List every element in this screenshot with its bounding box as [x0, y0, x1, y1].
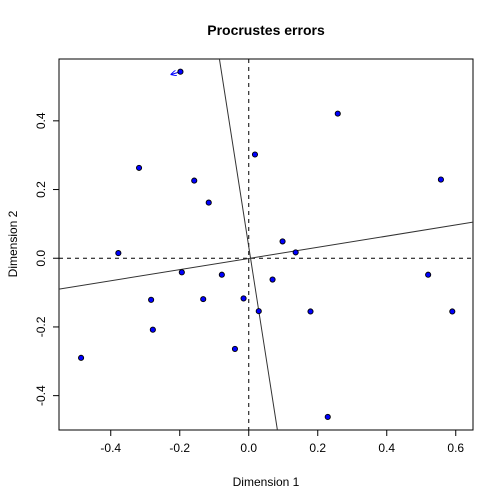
data-point-11 — [178, 269, 185, 276]
data-point-16 — [200, 296, 207, 303]
point-marker — [178, 269, 185, 276]
point-marker — [334, 110, 341, 117]
x-axis: -0.4 -0.2 0.0 0.2 0.4 0.6 — [100, 430, 464, 455]
point-marker — [324, 413, 331, 420]
point-marker — [425, 271, 432, 278]
x-axis-label: Dimension 1 — [233, 475, 300, 489]
data-point-21 — [149, 326, 156, 333]
y-axis-label: Dimension 2 — [6, 210, 20, 277]
data-point-8 — [115, 250, 122, 257]
data-point-5 — [191, 177, 198, 184]
y-tick-label: 0.2 — [34, 181, 48, 198]
point-marker — [279, 238, 286, 245]
data-point-17 — [240, 295, 247, 302]
point-marker — [292, 249, 299, 256]
rotation-axes — [59, 59, 473, 430]
data-point-20 — [449, 308, 456, 315]
y-tick-label: -0.2 — [34, 316, 48, 337]
chart-title: Procrustes errors — [207, 22, 325, 38]
data-point-2 — [334, 110, 341, 117]
data-point-24 — [324, 413, 331, 420]
point-marker — [251, 151, 259, 158]
point-marker — [240, 295, 247, 302]
data-point-15 — [148, 296, 155, 303]
plot-frame — [58, 58, 474, 431]
data-point-10 — [292, 249, 299, 256]
data-point-9 — [279, 238, 286, 245]
data-point-18 — [255, 308, 262, 315]
rotation-axis-line-2 — [218, 59, 278, 430]
point-marker — [191, 177, 198, 184]
y-tick-label: -0.4 — [34, 385, 48, 406]
point-marker — [177, 68, 184, 75]
data-point-14 — [425, 271, 432, 278]
data-point-23 — [78, 354, 85, 361]
point-marker — [231, 345, 238, 352]
data-point-1 — [177, 68, 184, 75]
point-marker — [135, 164, 143, 171]
point-marker — [149, 326, 156, 333]
rotation-axis-line-1 — [59, 221, 473, 290]
data-point-22 — [231, 345, 238, 352]
reference-lines — [59, 59, 473, 430]
data-point-4 — [135, 164, 143, 171]
point-marker — [200, 296, 207, 303]
point-marker — [255, 308, 262, 315]
x-tick-label: -0.2 — [169, 441, 190, 455]
point-marker — [218, 271, 225, 278]
y-tick-label: 0.0 — [34, 250, 48, 267]
data-point-19 — [307, 308, 314, 315]
x-tick-label: 0.6 — [447, 441, 464, 455]
data-point-3 — [251, 151, 259, 158]
point-marker — [437, 176, 444, 183]
point-marker — [449, 308, 456, 315]
x-tick-label: 0.0 — [240, 441, 257, 455]
point-marker — [148, 296, 155, 303]
data-point-12 — [218, 271, 225, 278]
y-tick-label: 0.4 — [34, 112, 48, 129]
data-points — [78, 68, 456, 420]
point-marker — [115, 250, 122, 257]
point-marker — [205, 199, 212, 206]
point-marker — [269, 276, 276, 283]
x-tick-label: 0.2 — [309, 441, 326, 455]
data-point-6 — [437, 176, 444, 183]
x-tick-label: 0.4 — [378, 441, 395, 455]
point-marker — [307, 308, 314, 315]
x-tick-label: -0.4 — [100, 441, 121, 455]
point-marker — [78, 354, 85, 361]
data-point-13 — [269, 276, 276, 283]
y-axis: -0.4 -0.2 0.0 0.2 0.4 — [34, 112, 59, 406]
data-point-7 — [205, 199, 212, 206]
